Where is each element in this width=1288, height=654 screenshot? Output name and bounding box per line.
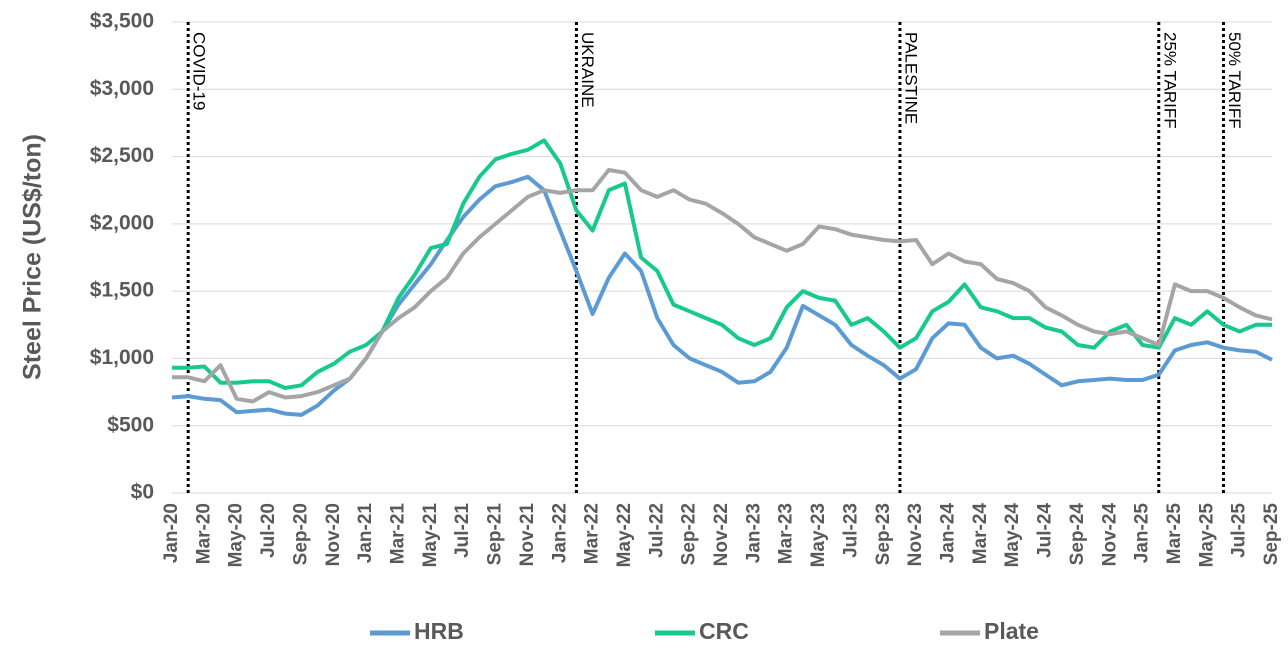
- x-tick-label: May-25: [1196, 503, 1217, 568]
- x-tick-label: Mar-24: [970, 503, 991, 565]
- x-tick-label: Jul-20: [258, 503, 279, 558]
- y-tick-label: $2,500: [90, 144, 154, 167]
- y-tick-label: $500: [107, 413, 154, 436]
- series-line: [172, 138, 1272, 390]
- event-label: 25% TARIFF: [1160, 32, 1179, 129]
- x-tick-label: Mar-22: [582, 503, 603, 564]
- x-tick-label: Jan-24: [937, 503, 958, 564]
- event-label: 50% TARIFF: [1225, 32, 1244, 129]
- x-tick-label: Nov-23: [905, 503, 926, 566]
- x-tick-label: Nov-20: [323, 503, 344, 566]
- legend-label: Plate: [984, 618, 1039, 644]
- x-tick-label: May-23: [808, 503, 829, 567]
- x-tick-label: Sep-23: [873, 503, 894, 565]
- x-tick-label: May-20: [226, 503, 247, 567]
- x-tick-label: Sep-20: [290, 503, 311, 565]
- x-tick-label: Sep-22: [679, 503, 700, 565]
- event-label: COVID-19: [190, 32, 209, 110]
- y-tick-label: $3,000: [90, 77, 154, 100]
- event-label: PALESTINE: [901, 32, 920, 124]
- x-tick-label: Mar-20: [193, 503, 214, 564]
- x-tick-label: Jan-22: [549, 503, 570, 563]
- legend-label: CRC: [699, 618, 749, 644]
- y-tick-label: $1,000: [90, 346, 154, 369]
- x-tick-label: Sep-21: [485, 503, 506, 566]
- x-tick-label: Jan-21: [355, 503, 376, 564]
- x-tick-label: Mar-21: [387, 503, 408, 565]
- x-tick-label: Nov-21: [517, 503, 538, 567]
- x-tick-label: Jul-21: [452, 503, 473, 558]
- x-tick-label: Jul-25: [1229, 503, 1250, 558]
- y-tick-label: $2,000: [90, 211, 154, 234]
- y-tick-label: $0: [131, 481, 154, 504]
- x-tick-label: May-24: [1002, 503, 1023, 568]
- x-tick-label: Jul-23: [840, 503, 861, 558]
- x-tick-label: Jul-22: [646, 503, 667, 558]
- x-tick-label: Jan-25: [1132, 503, 1153, 564]
- x-tick-label: Sep-25: [1261, 503, 1282, 566]
- series-line: [172, 168, 1273, 404]
- y-axis-label: Steel Price (US$/ton): [19, 134, 47, 380]
- x-tick-label: Mar-23: [776, 503, 797, 564]
- x-tick-label: Jan-20: [161, 503, 182, 563]
- x-tick-label: Jan-23: [743, 503, 764, 563]
- x-tick-label: Nov-22: [711, 503, 732, 566]
- y-tick-label: $3,500: [90, 10, 154, 33]
- event-label: UKRAINE: [578, 32, 597, 108]
- x-tick-label: Nov-24: [1099, 503, 1120, 567]
- x-tick-label: Sep-24: [1067, 503, 1088, 566]
- x-tick-label: May-21: [420, 503, 441, 568]
- y-tick-label: $1,500: [90, 279, 154, 302]
- x-tick-label: Jul-24: [1035, 503, 1056, 558]
- legend-label: HRB: [414, 618, 464, 644]
- x-tick-label: Mar-25: [1164, 503, 1185, 565]
- x-tick-label: May-22: [614, 503, 635, 567]
